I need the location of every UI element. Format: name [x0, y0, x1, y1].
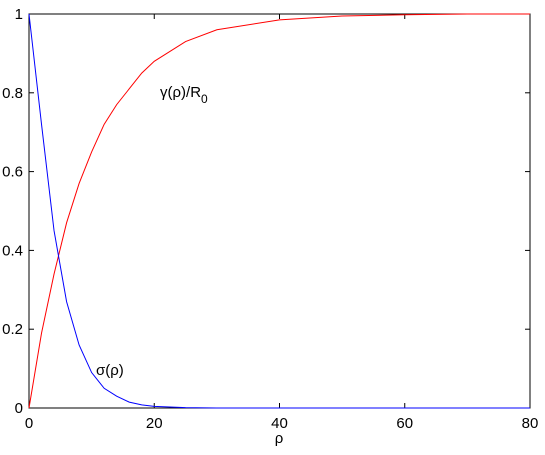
y-tick-label: 1	[15, 6, 23, 23]
y-tick-label: 0.8	[2, 85, 23, 102]
x-tick-label: 20	[146, 415, 163, 432]
x-tick-label: 60	[396, 415, 413, 432]
plot-frame	[28, 13, 531, 409]
annotation-subscript: 0	[201, 92, 208, 106]
x-axis-label: ρ	[275, 430, 284, 447]
annotation-text: γ(ρ)/R	[160, 84, 201, 101]
x-tick-label: 0	[25, 415, 33, 432]
line-series	[28, 13, 530, 409]
x-tick-label: 80	[522, 415, 539, 432]
annotation: σ(ρ)	[96, 362, 124, 379]
y-tick-label: 0.6	[2, 164, 23, 181]
y-tick-label: 0.2	[2, 321, 23, 338]
y-tick-label: 0	[15, 400, 23, 417]
x-tick-label: 40	[271, 415, 288, 432]
line-series	[28, 13, 530, 409]
y-tick-label: 0.4	[2, 242, 23, 259]
annotation: γ(ρ)/R0	[160, 84, 208, 106]
